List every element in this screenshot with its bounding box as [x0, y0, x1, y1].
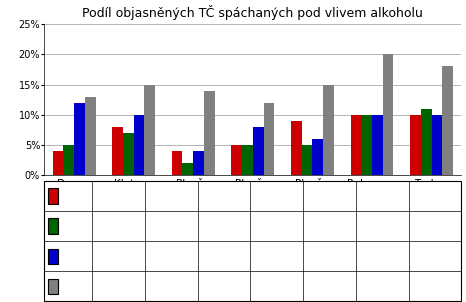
Bar	[264, 103, 274, 175]
Text: 10%: 10%	[370, 221, 395, 231]
Bar	[410, 115, 421, 175]
Bar	[242, 145, 253, 175]
Bar	[85, 97, 96, 175]
Bar	[361, 115, 372, 175]
Text: 8%: 8%	[163, 191, 180, 201]
Bar	[231, 145, 242, 175]
Bar	[112, 127, 123, 175]
Text: 15%: 15%	[159, 281, 184, 291]
Text: 2004: 2004	[64, 191, 93, 201]
Text: 11%: 11%	[423, 221, 447, 231]
Text: 10%: 10%	[159, 251, 184, 261]
Bar	[183, 163, 193, 175]
Bar	[193, 151, 204, 175]
Text: 5%: 5%	[268, 221, 286, 231]
Text: 10%: 10%	[370, 191, 395, 201]
Text: 13%: 13%	[106, 281, 131, 291]
Text: 4%: 4%	[215, 251, 233, 261]
Text: 10%: 10%	[370, 251, 395, 261]
Text: 10%: 10%	[423, 191, 447, 201]
Text: 4%: 4%	[110, 191, 128, 201]
Text: 18%: 18%	[423, 281, 447, 291]
Bar	[53, 151, 63, 175]
Bar	[312, 139, 323, 175]
Text: 2%: 2%	[215, 221, 233, 231]
Text: 5%: 5%	[268, 191, 286, 201]
Bar	[350, 115, 361, 175]
Bar	[323, 85, 334, 175]
Bar	[134, 115, 144, 175]
Text: 2005: 2005	[64, 221, 93, 231]
Bar	[442, 66, 453, 175]
Text: 5%: 5%	[110, 221, 128, 231]
Text: 6%: 6%	[321, 251, 338, 261]
Text: 7%: 7%	[162, 221, 180, 231]
Text: 10%: 10%	[423, 251, 447, 261]
Text: 20%: 20%	[370, 281, 395, 291]
Text: 4%: 4%	[215, 191, 233, 201]
Bar	[432, 115, 442, 175]
Title: Podíl objasněných TČ spáchaných pod vlivem alkoholu: Podíl objasněných TČ spáchaných pod vliv…	[82, 5, 423, 20]
Text: 9%: 9%	[321, 191, 338, 201]
Bar	[172, 151, 183, 175]
Text: 12%: 12%	[264, 281, 289, 291]
Bar	[421, 109, 432, 175]
Bar	[372, 115, 383, 175]
Text: 15%: 15%	[317, 281, 342, 291]
Bar	[74, 103, 85, 175]
Bar	[204, 91, 215, 175]
Text: 2006: 2006	[64, 251, 93, 261]
Bar	[383, 54, 393, 175]
Bar	[63, 145, 74, 175]
Bar	[253, 127, 264, 175]
Text: 5%: 5%	[321, 221, 338, 231]
Bar	[291, 121, 302, 175]
Text: 14%: 14%	[212, 281, 237, 291]
Text: 8%: 8%	[268, 251, 286, 261]
Text: 12%: 12%	[106, 251, 131, 261]
Bar	[302, 145, 312, 175]
Text: 2007: 2007	[64, 281, 93, 291]
Bar	[123, 133, 134, 175]
Bar	[144, 85, 155, 175]
